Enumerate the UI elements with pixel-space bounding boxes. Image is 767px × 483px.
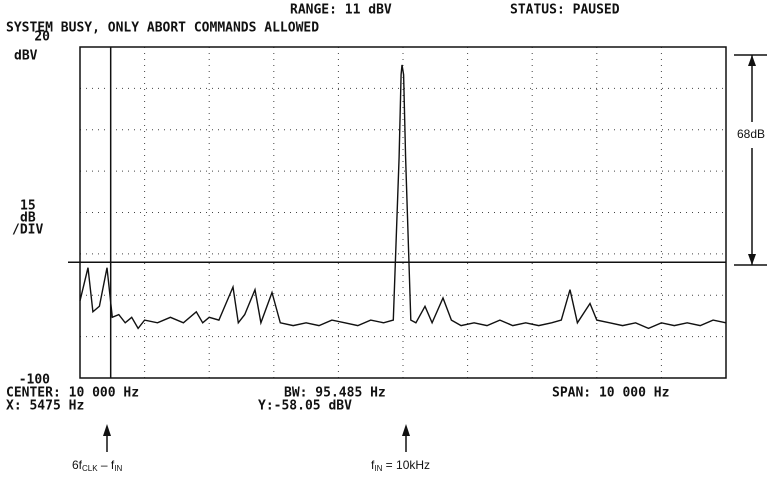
arrow-head [402,424,410,436]
y-tick-label: -100 [19,373,50,388]
arrow-head [748,55,756,66]
y-tick-label: 20 [34,30,50,45]
status: STATUS: PAUSED [510,3,620,18]
plot-frame [79,46,727,379]
range-label: 68dB [737,127,765,141]
scale: dB [20,211,36,226]
message: SYSTEM BUSY, ONLY ABORT COMMANDS ALLOWED [6,21,319,36]
y-readout: Y:-58.05 dBV [258,399,352,414]
x-readout: X: 5475 Hz [6,399,84,414]
signal-label: fIN = 10kHz [371,458,430,473]
ref-unit: dBV [14,49,38,64]
scale: 15 [20,199,36,214]
bw: BW: 95.485 Hz [284,386,386,401]
arrow-head [748,254,756,265]
arrow-head [103,424,111,436]
center: CENTER: 10 000 Hz [6,386,139,401]
range: RANGE: 11 dBV [290,3,392,18]
scale: /DIV [12,223,43,238]
span: SPAN: 10 000 Hz [552,386,669,401]
trace [79,64,727,330]
spur-label: 6fCLK – fIN [72,458,122,473]
